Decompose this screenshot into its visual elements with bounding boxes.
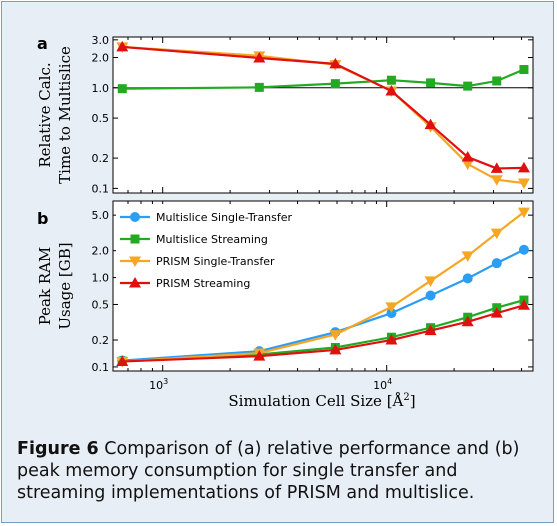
panel-b-ytick-label: 0.2 bbox=[92, 334, 110, 347]
panel-a-data-point bbox=[385, 84, 398, 96]
panel-a-data-point bbox=[386, 75, 396, 85]
panel-b-ytick-label: 0.1 bbox=[92, 361, 110, 374]
panel-b-series-line-0 bbox=[122, 248, 525, 362]
panel-a-ytick-label: 1.0 bbox=[92, 82, 110, 95]
panel-a-ytick-label: 2.0 bbox=[92, 52, 110, 65]
legend-marker bbox=[129, 256, 141, 267]
legend-entry: Multislice Streaming bbox=[156, 233, 268, 246]
panel-a-data-point bbox=[254, 82, 264, 92]
panel-b-data-point bbox=[385, 302, 398, 313]
panel-a-data-point bbox=[492, 76, 502, 86]
legend-entry: Multislice Single-Transfer bbox=[156, 211, 293, 224]
panel-a-data-point bbox=[117, 84, 127, 94]
panel-a-data-point bbox=[463, 81, 473, 91]
panel-a-data-point bbox=[490, 175, 503, 186]
panel-b-series-line-3 bbox=[122, 304, 525, 363]
panel-b-data-point bbox=[490, 307, 503, 318]
panel-a-ytick-label: 0.5 bbox=[92, 112, 110, 125]
panel-b-data-point bbox=[490, 228, 503, 240]
panel-a-data-point bbox=[461, 151, 474, 162]
panel-b-data-point bbox=[462, 273, 473, 284]
caption-label: Figure 6 bbox=[17, 439, 99, 459]
panel-b-data-point bbox=[253, 350, 266, 361]
panel-b-data-point bbox=[425, 290, 436, 301]
panel-b-data-point bbox=[385, 334, 398, 345]
panel-a-label: a bbox=[37, 34, 48, 53]
panel-b-ytick-label: 1.0 bbox=[92, 272, 110, 285]
panel-b-data-point bbox=[116, 355, 129, 366]
legend-marker bbox=[130, 212, 140, 222]
panel-b-data-point bbox=[517, 207, 530, 219]
panel-a-series-line-2 bbox=[122, 45, 524, 170]
panel-a-data-point bbox=[424, 118, 437, 130]
panel-b: b Peak RAM Usage [GB] 5.0 2.0 1.0 0.5 0.2 0.1… bbox=[36, 200, 534, 410]
panel-a-ylabel-line2: Time to Multislice bbox=[56, 46, 74, 184]
panel-a-data-point bbox=[517, 161, 530, 173]
panel-a-ytick-label: 0.2 bbox=[92, 152, 110, 165]
panel-b-series-line-1 bbox=[122, 299, 525, 363]
panel-a-data-point bbox=[519, 65, 529, 75]
panel-b-ytick-label: 0.5 bbox=[92, 298, 110, 311]
panel-b-data-point bbox=[329, 330, 342, 341]
panel-b-data-point bbox=[329, 343, 342, 355]
legend-entry: PRISM Streaming bbox=[156, 277, 250, 290]
panel-b-data-point bbox=[461, 251, 474, 262]
panel-b-data-point bbox=[424, 324, 437, 336]
panel-a-ylabel-line1: Relative Calc. bbox=[36, 62, 54, 167]
legend-marker bbox=[130, 234, 140, 244]
panel-a-data-point bbox=[461, 159, 474, 170]
panel-b-data-point bbox=[518, 244, 529, 255]
panel-a-data-point bbox=[329, 57, 342, 69]
panel-b-ylabel-line1: Peak RAM bbox=[36, 247, 54, 326]
panel-a-data-point bbox=[116, 40, 129, 52]
x-axis-label: Simulation Cell Size [Å2] bbox=[228, 392, 415, 410]
panel-b-ylabel-line2: Usage [GB] bbox=[56, 242, 74, 329]
panel-a-data-point bbox=[330, 79, 340, 89]
panel-a-data-point bbox=[253, 51, 266, 63]
legend-marker bbox=[129, 277, 141, 288]
legend-entry: PRISM Single-Transfer bbox=[156, 255, 275, 268]
panel-b-data-point bbox=[517, 299, 530, 310]
panel-a-data-point bbox=[426, 78, 436, 88]
panel-a-data-point bbox=[490, 162, 503, 173]
panel-a-ytick-label: 3.0 bbox=[92, 34, 110, 47]
panel-a-data-point bbox=[517, 178, 530, 190]
panel-b-data-point bbox=[424, 276, 437, 287]
panel-b-data-point bbox=[461, 315, 474, 327]
xtick-label: 103 bbox=[149, 377, 168, 392]
caption-text: Comparison of (a) relative performance a… bbox=[17, 439, 520, 503]
panel-b-data-point bbox=[386, 308, 397, 319]
figure-plot: a Relative Calc. Time to Multislice 3.0 2… bbox=[36, 34, 534, 410]
panel-b-series-line-2 bbox=[122, 211, 525, 363]
panel-b-ytick-label: 5.0 bbox=[92, 209, 110, 222]
panel-a-series-line-0 bbox=[122, 68, 525, 90]
panel-b-data-point bbox=[491, 258, 502, 269]
panel-a-ytick-label: 0.1 bbox=[92, 182, 110, 195]
xtick-label: 104 bbox=[373, 377, 392, 392]
panel-b-ytick-label: 2.0 bbox=[92, 245, 110, 258]
panel-a-axes bbox=[112, 36, 534, 194]
figure-caption: Figure 6 Comparison of (a) relative perf… bbox=[17, 438, 542, 504]
panel-a: a Relative Calc. Time to Multislice 3.0 2… bbox=[36, 34, 534, 195]
panel-b-label: b bbox=[37, 209, 48, 228]
legend: Multislice Single-Transfer Multislice Str… bbox=[116, 204, 304, 293]
